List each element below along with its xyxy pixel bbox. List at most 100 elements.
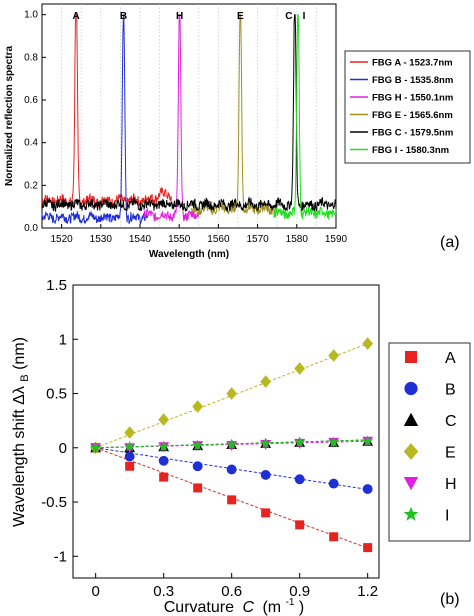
data-point-E	[226, 387, 238, 400]
data-point-A	[227, 495, 237, 505]
data-point-B	[294, 474, 305, 485]
peak-label-I: I	[303, 11, 306, 22]
data-point-B	[260, 469, 271, 480]
data-point-B	[226, 464, 237, 475]
panel-a-x-tick-label: 1560	[207, 234, 230, 245]
data-point-I	[90, 441, 102, 453]
data-point-A	[329, 532, 339, 542]
panel-b-y-ticks: 1.5 1 0.5 0 -0.5 -1	[41, 277, 78, 565]
panel-b-x-axis-label: Curvature C (m -1 )	[164, 592, 305, 616]
panel-b-x-ticks: 0 0.3 0.6 0.9 1.2	[91, 573, 378, 600]
panel-b-y-axis-unit: (nm)	[11, 337, 28, 370]
panel-b-y-tick-label: -1	[54, 548, 67, 565]
legend-entry-H: H	[445, 476, 457, 493]
panel-a-y-tick-label: 0.8	[24, 52, 38, 63]
panel-b-x-axis-unit-exponent: -1	[286, 597, 295, 608]
panel-b-x-axis-title: Curvature	[164, 599, 234, 616]
panel-b-y-tick-label: 0	[59, 440, 67, 457]
legend-entry-C: FBG C - 1579.5nm	[372, 128, 453, 139]
peak-label-C: C	[285, 11, 292, 22]
data-point-I	[124, 440, 136, 452]
data-point-B	[124, 451, 135, 462]
legend-entry-A: FBG A - 1523.7nm	[372, 58, 453, 69]
data-point-B	[158, 455, 169, 466]
data-point-E	[192, 400, 204, 413]
panel-a-y-tick-label: 0.0	[24, 223, 38, 234]
legend-marker-C	[403, 412, 419, 426]
panel-a-x-axis-label: Wavelength (nm)	[149, 249, 229, 260]
panel-b-x-axis-unit: (m	[262, 599, 281, 616]
panel-b-x-tick-label: 0.3	[153, 583, 174, 600]
panel-b-y-tick-label: 0.5	[46, 386, 67, 403]
data-point-B	[328, 478, 339, 489]
data-point-B	[362, 484, 373, 494]
panel-a-plot-frame	[41, 3, 337, 229]
data-point-I	[192, 439, 204, 451]
data-point-I	[362, 435, 374, 446]
data-point-B	[192, 461, 203, 472]
panel-a-x-tick-label: 1530	[90, 234, 113, 245]
panel-b-markers	[90, 337, 374, 553]
panel-b-y-tick-label: 1.5	[46, 277, 67, 294]
peak-label-H: H	[176, 11, 183, 22]
panel-a-y-axis-label: Normalized reflection spectra	[4, 46, 15, 186]
legend-marker-H	[403, 477, 419, 491]
panel-a-x-tick-label: 1590	[325, 234, 348, 245]
panel-a-y-tick-label: 0.6	[24, 95, 38, 106]
panel-a-x-tick-label: 1550	[168, 234, 191, 245]
data-point-A	[295, 520, 305, 530]
data-point-A	[193, 483, 203, 493]
legend-entry-B: B	[445, 382, 456, 399]
panel-b-x-tick-label: 0.9	[289, 583, 310, 600]
panel-a-x-ticks: 1520 1530 1540 1550 1560 1570 1580 1590	[50, 224, 348, 245]
panel-b-y-tick-label: 1	[59, 331, 67, 348]
data-point-I	[260, 437, 272, 449]
legend-entry-E: E	[445, 445, 456, 462]
panel-a-x-tick-label: 1570	[246, 234, 269, 245]
legend-marker-I	[403, 506, 419, 521]
data-point-A	[363, 543, 373, 553]
legend-entry-E: FBG E - 1565.6nm	[372, 110, 453, 121]
panel-a-y-tick-label: 0.4	[24, 138, 38, 149]
peak-label-A: A	[72, 11, 79, 22]
data-point-I	[158, 440, 170, 452]
spectrum-line-B	[41, 14, 149, 226]
panel-a-label: (a)	[440, 234, 460, 251]
data-point-E	[362, 337, 374, 350]
legend-entry-I: FBG I - 1580.3nm	[372, 145, 449, 156]
panel-b-x-axis-symbol: C	[242, 599, 254, 616]
panel-a-spectra: 1520 1530 1540 1550 1560 1570 1580 1590 0.00.20…	[4, 3, 471, 260]
panel-a-legend: FBG A - 1523.7nm FBG B - 1535.8nm FBG H - …	[344, 50, 471, 164]
panel-b-y-tick-label: -0.5	[41, 494, 67, 511]
panel-a-legend-box	[344, 50, 471, 164]
legend-entry-B: FBG B - 1535.8nm	[372, 75, 453, 86]
panel-b-y-axis-title: Wavelength shift Δλ	[11, 386, 28, 527]
peak-label-E: E	[237, 11, 244, 22]
spectrum-line-C	[41, 14, 337, 213]
panel-b-y-axis-subscript: B	[19, 374, 31, 381]
legend-marker-E	[403, 443, 419, 460]
data-point-A	[159, 472, 169, 482]
data-point-E	[328, 349, 340, 362]
panel-a-x-tick-label: 1520	[50, 234, 73, 245]
data-point-I	[226, 438, 238, 450]
fit-line-A	[95, 447, 368, 549]
panel-a-x-tick-label: 1540	[129, 234, 152, 245]
panel-b-label: (b)	[440, 591, 460, 608]
panel-b-y-axis-label: Wavelength shift Δλ B (nm)	[11, 337, 32, 527]
data-point-A	[125, 461, 135, 471]
data-point-E	[294, 362, 306, 375]
legend-marker-B	[404, 381, 418, 396]
panel-b-curvature: 0 0.3 0.6 0.9 1.2 1.5 1 0.5 0 -0.5 -1 Curvature C…	[11, 277, 471, 616]
panel-b-legend-box	[388, 342, 471, 542]
panel-b-plot-frame	[72, 284, 380, 579]
data-point-A	[261, 508, 271, 518]
data-point-E	[124, 426, 136, 439]
panel-a-y-ticks: 0.0 0.2 0.4 0.6 0.8 1.0	[24, 10, 46, 234]
panel-a-spectra-lines	[41, 14, 337, 226]
spectrum-line-H	[143, 14, 199, 223]
legend-entry-C: C	[445, 413, 457, 430]
legend-entry-A: A	[445, 350, 456, 367]
